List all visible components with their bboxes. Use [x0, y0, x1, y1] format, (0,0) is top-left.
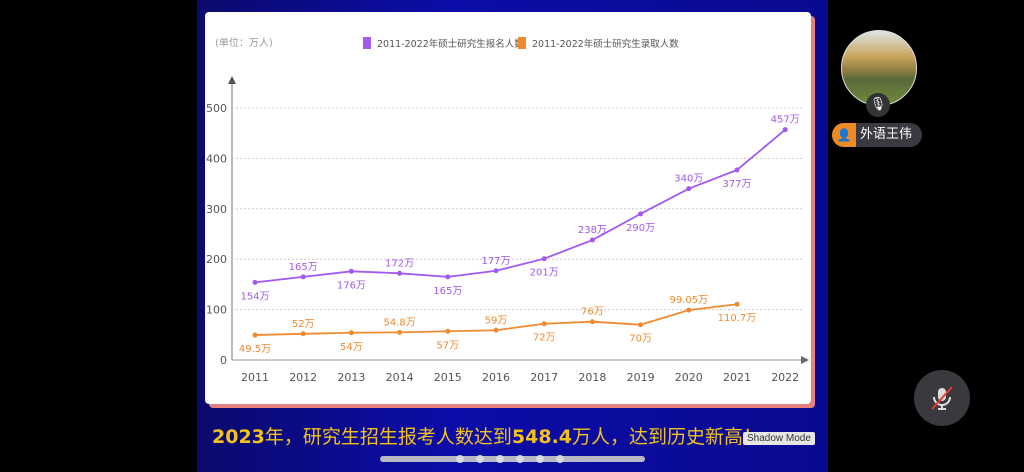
data-label: 165万 [289, 262, 318, 273]
page-dot[interactable] [556, 455, 564, 463]
data-label: 176万 [337, 280, 366, 291]
data-label: 49.5万 [239, 344, 271, 355]
y-tick-label: 300 [206, 203, 227, 216]
page-indicator[interactable] [380, 455, 645, 463]
data-label: 290万 [626, 223, 655, 234]
x-tick-label: 2015 [434, 371, 462, 384]
data-label: 59万 [485, 315, 508, 326]
x-tick-label: 2016 [482, 371, 510, 384]
data-point [493, 268, 499, 274]
data-label: 110.7万 [718, 313, 757, 324]
data-label: 70万 [629, 334, 652, 345]
data-label: 165万 [433, 286, 462, 297]
x-tick-label: 2012 [289, 371, 317, 384]
data-point [252, 332, 258, 338]
page-dot[interactable] [516, 455, 524, 463]
y-axis-arrow [228, 76, 236, 84]
legend-swatch [518, 37, 526, 49]
y-tick-label: 400 [206, 152, 227, 165]
y-tick-label: 100 [206, 304, 227, 317]
microphone-icon: 🎙 [866, 93, 890, 117]
x-axis-arrow [801, 356, 809, 364]
data-label: 76万 [581, 307, 604, 318]
y-tick-label: 200 [206, 253, 227, 266]
data-point [348, 330, 354, 336]
data-point [300, 331, 306, 337]
shadow-mode-badge[interactable]: Shadow Mode [743, 432, 815, 445]
slide-caption: 2023年，研究生招生报考人数达到548.4万人，达到历史新高！ [212, 426, 763, 448]
data-point [397, 270, 403, 276]
y-tick-label: 500 [206, 102, 227, 115]
x-tick-label: 2017 [530, 371, 558, 384]
data-point [686, 307, 692, 313]
data-label: 201万 [530, 268, 559, 279]
data-point [589, 319, 595, 325]
data-label: 54.8万 [383, 317, 415, 328]
line-chart: (单位：万人) 2011-2022年硕士研究生报名人数 2011-2022年硕士研究… [206, 36, 809, 384]
data-point [638, 322, 644, 328]
page-dot[interactable] [456, 455, 464, 463]
data-label: 177万 [481, 256, 510, 267]
data-point [252, 279, 258, 285]
unit-label: (单位：万人) [215, 36, 273, 49]
data-point [348, 268, 354, 274]
x-tick-label: 2019 [627, 371, 655, 384]
x-tick-label: 2014 [386, 371, 414, 384]
y-tick-label: 0 [220, 354, 227, 367]
data-point [686, 186, 692, 192]
data-point [493, 327, 499, 333]
x-tick-label: 2020 [675, 371, 703, 384]
page-dot[interactable] [536, 455, 544, 463]
data-label: 154万 [240, 291, 269, 302]
data-point [445, 274, 451, 280]
x-tick-label: 2011 [241, 371, 269, 384]
data-point [638, 211, 644, 217]
data-point [589, 237, 595, 243]
data-point [397, 329, 403, 335]
data-label: 340万 [674, 174, 703, 185]
data-label: 377万 [722, 179, 751, 190]
series-line [254, 128, 786, 284]
data-point [541, 256, 547, 262]
data-point [734, 301, 740, 307]
participant-name-tag: 👤 外语王伟 [832, 123, 923, 147]
page-dot[interactable] [476, 455, 484, 463]
page-dot[interactable] [496, 455, 504, 463]
user-icon: 👤 [832, 123, 856, 147]
x-tick-label: 2018 [578, 371, 606, 384]
data-label: 238万 [578, 225, 607, 236]
legend-label: 2011-2022年硕士研究生录取人数 [532, 38, 679, 50]
x-tick-label: 2021 [723, 371, 751, 384]
x-tick-label: 2013 [337, 371, 365, 384]
data-label: 99.05万 [669, 295, 708, 306]
data-point [300, 274, 306, 280]
data-label: 72万 [533, 333, 556, 344]
data-point [734, 167, 740, 173]
data-label: 457万 [771, 115, 800, 126]
chart-card: (单位：万人) 2011-2022年硕士研究生报名人数 2011-2022年硕士研究… [205, 12, 811, 404]
data-label: 57万 [436, 340, 459, 351]
data-point [445, 328, 451, 334]
x-tick-label: 2022 [771, 371, 799, 384]
mute-button[interactable] [914, 370, 970, 426]
data-point [541, 321, 547, 327]
legend-label: 2011-2022年硕士研究生报名人数 [377, 38, 524, 50]
data-label: 52万 [292, 319, 315, 330]
microphone-off-icon [931, 386, 953, 410]
data-label: 172万 [385, 258, 414, 269]
data-point [782, 127, 788, 133]
data-label: 54万 [340, 342, 363, 353]
legend-swatch [363, 37, 371, 49]
